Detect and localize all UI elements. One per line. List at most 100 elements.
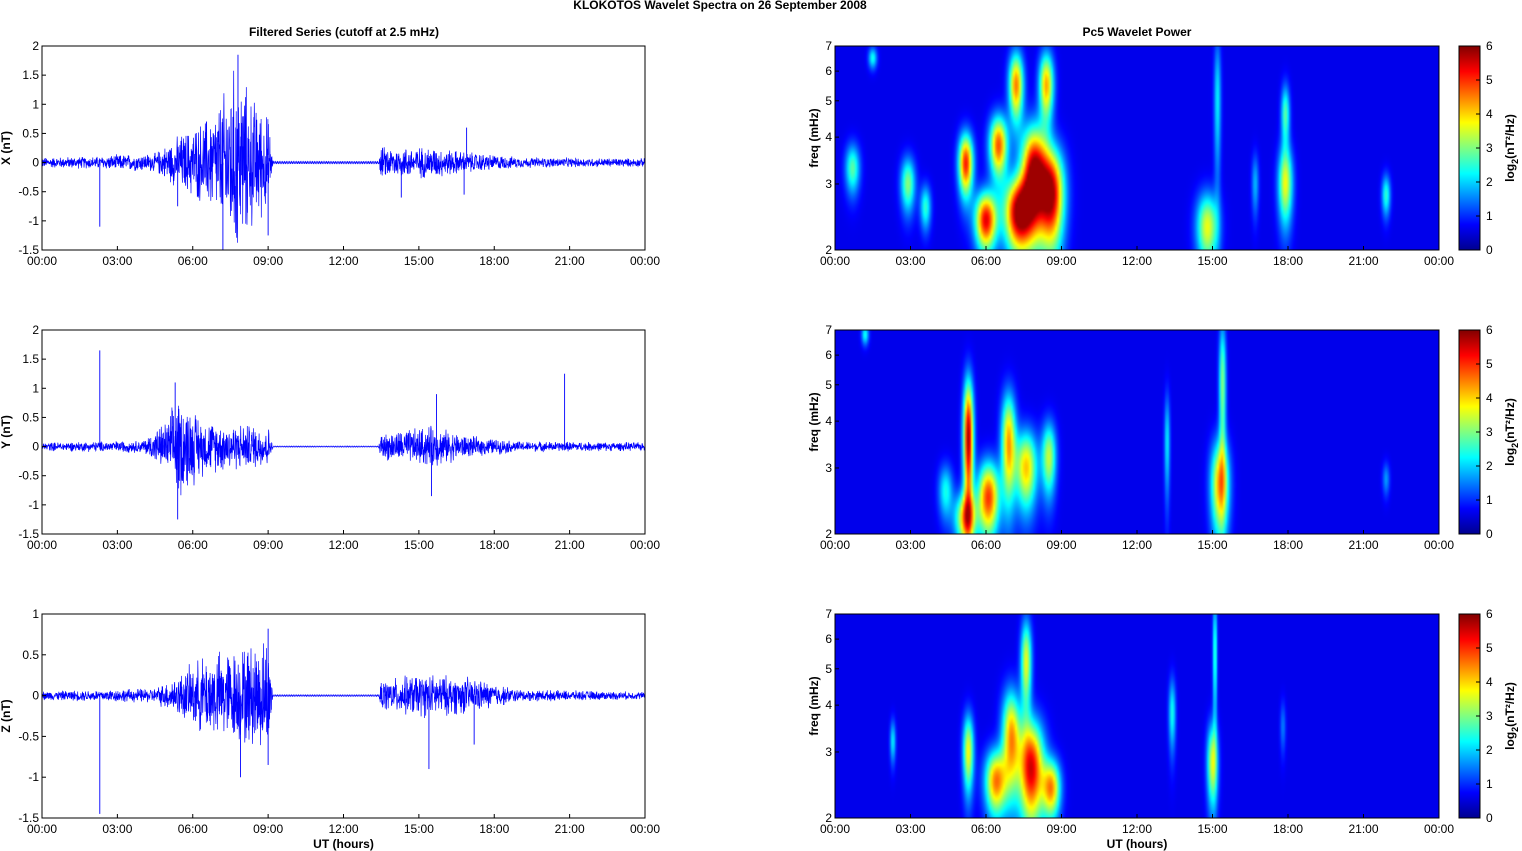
series-trace bbox=[41, 405, 646, 496]
colorbar-tick-label: 6 bbox=[1486, 607, 1493, 621]
y-tick-label: 0 bbox=[32, 689, 39, 703]
y-tick-label: 7 bbox=[825, 323, 832, 337]
y-tick-label: -0.5 bbox=[18, 729, 39, 743]
x-axis-label: UT (hours) bbox=[1107, 837, 1168, 851]
colorbar-tick-label: 1 bbox=[1486, 493, 1493, 507]
y-axis-label: Z (nT) bbox=[0, 699, 13, 732]
y-tick-label: 7 bbox=[825, 39, 832, 53]
x-tick-label: 09:00 bbox=[253, 254, 283, 268]
y-tick-label: 3 bbox=[825, 461, 832, 475]
x-tick-label: 06:00 bbox=[178, 254, 208, 268]
plot-area bbox=[42, 46, 645, 250]
x-tick-label: 21:00 bbox=[1348, 254, 1378, 268]
y-tick-label: 3 bbox=[825, 745, 832, 759]
x-tick-label: 18:00 bbox=[479, 254, 509, 268]
x-tick-label: 21:00 bbox=[555, 538, 585, 552]
x-tick-label: 09:00 bbox=[1046, 538, 1076, 552]
x-tick-label: 21:00 bbox=[555, 822, 585, 836]
y-tick-label: 6 bbox=[825, 348, 832, 362]
wavelet-panel-2: 2 3 4 5 6 7 00:00 03:00 06:00 09:00 12:00 15:00 18:0… bbox=[807, 607, 1520, 851]
series-trace bbox=[41, 70, 646, 243]
x-tick-label: 15:00 bbox=[1197, 254, 1227, 268]
x-tick-label: 21:00 bbox=[1348, 538, 1378, 552]
x-tick-label: 00:00 bbox=[630, 822, 660, 836]
y-tick-label: 0 bbox=[32, 440, 39, 454]
colorbar-tick-label: 1 bbox=[1486, 209, 1493, 223]
colorbar-tick-label: 2 bbox=[1486, 459, 1493, 473]
right-column-title: Pc5 Wavelet Power bbox=[1083, 25, 1192, 39]
y-tick-label: 1 bbox=[32, 97, 39, 111]
x-tick-label: 18:00 bbox=[1273, 254, 1303, 268]
x-tick-label: 15:00 bbox=[1197, 538, 1227, 552]
y-tick-label: -1.5 bbox=[18, 243, 39, 257]
x-tick-label: 12:00 bbox=[1122, 822, 1152, 836]
y-tick-label: 5 bbox=[825, 662, 832, 676]
colorbar-label-part: log bbox=[1503, 448, 1517, 466]
y-tick-label: 0 bbox=[32, 156, 39, 170]
y-tick-label: 4 bbox=[825, 414, 832, 428]
x-tick-label: 12:00 bbox=[328, 822, 358, 836]
x-tick-label: 03:00 bbox=[895, 254, 925, 268]
x-tick-label: 06:00 bbox=[178, 538, 208, 552]
y-tick-label: -1 bbox=[28, 498, 39, 512]
x-tick-label: 12:00 bbox=[328, 538, 358, 552]
x-tick-label: 12:00 bbox=[328, 254, 358, 268]
series-panel-2: -1.5 -1 -0.5 0 0.5 1 00:00 03:00 06:00 09:00 12:00… bbox=[0, 607, 660, 851]
x-tick-label: 12:00 bbox=[1122, 254, 1152, 268]
x-tick-label: 00:00 bbox=[820, 538, 850, 552]
x-tick-label: 00:00 bbox=[820, 254, 850, 268]
y-tick-label: 2 bbox=[825, 243, 832, 257]
y-tick-label: 0.5 bbox=[22, 410, 39, 424]
wavelet-power-image bbox=[835, 330, 1439, 534]
y-axis-label: freq (mHz) bbox=[807, 392, 821, 451]
y-tick-label: 5 bbox=[825, 378, 832, 392]
series-panel-1: -1.5 -1 -0.5 0 0.5 1 1.5 2 00:00 03:00 06:00 09:00 1… bbox=[0, 323, 660, 552]
colorbar-tick-label: 3 bbox=[1486, 141, 1493, 155]
x-tick-label: 03:00 bbox=[102, 538, 132, 552]
wavelet-panel-0: 2 3 4 5 6 7 00:00 03:00 06:00 09:00 12:00 15:00 18:0… bbox=[807, 39, 1520, 268]
x-tick-label: 09:00 bbox=[253, 538, 283, 552]
colorbar-tick-label: 4 bbox=[1486, 675, 1493, 689]
x-tick-label: 09:00 bbox=[1046, 822, 1076, 836]
plot-area bbox=[42, 614, 645, 818]
x-tick-label: 21:00 bbox=[555, 254, 585, 268]
y-tick-label: 2 bbox=[32, 323, 39, 337]
y-tick-label: 7 bbox=[825, 607, 832, 621]
x-tick-label: 15:00 bbox=[404, 822, 434, 836]
figure-title: KLOKOTOS Wavelet Spectra on 26 September… bbox=[573, 0, 867, 12]
colorbar-tick-label: 4 bbox=[1486, 391, 1493, 405]
colorbar-label-part: (nT²/Hz) bbox=[1503, 114, 1517, 159]
colorbar-label-part: log bbox=[1503, 732, 1517, 750]
wavelet-panel-1: 2 3 4 5 6 7 00:00 03:00 06:00 09:00 12:00 15:00 18:0… bbox=[807, 323, 1520, 552]
x-tick-label: 03:00 bbox=[102, 254, 132, 268]
colorbar-tick-label: 3 bbox=[1486, 425, 1493, 439]
x-tick-label: 00:00 bbox=[27, 538, 57, 552]
x-tick-label: 09:00 bbox=[1046, 254, 1076, 268]
y-tick-label: 3 bbox=[825, 177, 832, 191]
x-tick-label: 09:00 bbox=[253, 822, 283, 836]
colorbar-tick-label: 5 bbox=[1486, 357, 1493, 371]
y-tick-label: 5 bbox=[825, 94, 832, 108]
colorbar-label-part: log bbox=[1503, 164, 1517, 182]
series-panel-0: -1.5 -1 -0.5 0 0.5 1 1.5 2 00:00 03:00 06:00 09:00 1… bbox=[0, 39, 660, 268]
plot-area bbox=[42, 330, 645, 534]
x-axis-label: UT (hours) bbox=[313, 837, 374, 851]
y-axis-label: X (nT) bbox=[0, 131, 13, 165]
colorbar-tick-label: 5 bbox=[1486, 73, 1493, 87]
colorbar-tick-label: 6 bbox=[1486, 323, 1493, 337]
colorbar-label-part: 2 bbox=[1510, 159, 1520, 164]
x-tick-label: 06:00 bbox=[178, 822, 208, 836]
y-tick-label: 6 bbox=[825, 632, 832, 646]
y-tick-label: 4 bbox=[825, 698, 832, 712]
y-tick-label: 1.5 bbox=[22, 68, 39, 82]
colorbar-label: log2(nT²/Hz) bbox=[1503, 114, 1520, 182]
x-tick-label: 03:00 bbox=[895, 822, 925, 836]
y-axis-label: freq (mHz) bbox=[807, 108, 821, 167]
x-tick-label: 00:00 bbox=[1424, 822, 1454, 836]
x-tick-label: 15:00 bbox=[404, 254, 434, 268]
x-tick-label: 00:00 bbox=[1424, 538, 1454, 552]
x-tick-label: 00:00 bbox=[27, 254, 57, 268]
y-tick-label: -1 bbox=[28, 770, 39, 784]
